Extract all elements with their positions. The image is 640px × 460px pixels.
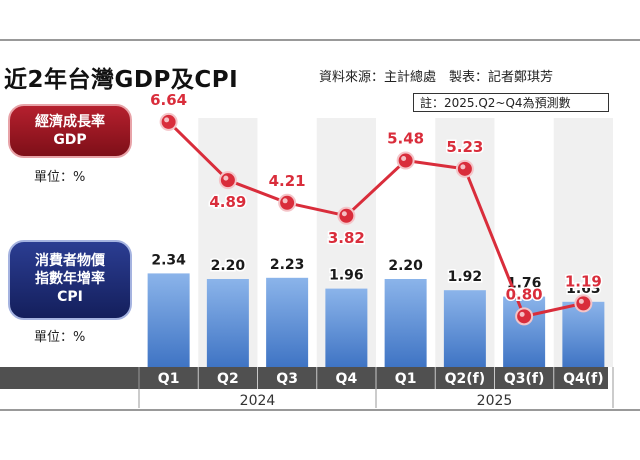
gdp-point-3 <box>337 206 356 225</box>
gdp-point-4 <box>396 151 415 170</box>
cpi-series-badge: 消費者物價 指數年增率 CPI <box>8 240 132 320</box>
gdp-label-5: 5.23 <box>446 138 483 156</box>
gdp-label-4: 5.48 <box>387 130 424 148</box>
gdp-point-shine-7 <box>578 298 584 304</box>
gdp-point-5 <box>455 159 474 178</box>
source-credit: 資料來源：主計總處 製表：記者鄭琪芳 <box>319 70 554 85</box>
cpi-label-2: 2.23 <box>270 257 305 273</box>
cpi-bar-7 <box>562 301 605 367</box>
gdp-point-shine-5 <box>460 164 466 170</box>
gdp-point-shine-0 <box>164 117 170 123</box>
cpi-bar-2 <box>266 277 309 367</box>
category-label-5: Q2(f) <box>445 371 486 387</box>
gdp-label-6: 0.80 <box>506 285 543 303</box>
gdp-label-3: 3.82 <box>328 229 365 247</box>
cpi-unit: 單位：% <box>34 330 86 345</box>
cpi-label-1: 2.20 <box>211 258 246 274</box>
cpi-label-0: 2.34 <box>151 252 186 268</box>
category-label-1: Q2 <box>217 371 239 387</box>
gdp-point-0 <box>159 112 178 131</box>
gdp-point-1 <box>218 171 237 190</box>
gdp-point-7 <box>574 294 593 313</box>
gdp-label-7: 1.19 <box>565 272 602 290</box>
chart-title: 近2年台灣GDP及CPI <box>4 67 239 93</box>
cpi-label-7: 1.63 <box>566 281 601 297</box>
category-label-6: Q3(f) <box>504 371 545 387</box>
category-axis-band <box>0 367 608 389</box>
gdp-point-shine-2 <box>282 198 288 204</box>
cpi-label-5: 1.92 <box>448 269 483 285</box>
gdp-series-badge: 經濟成長率 GDP <box>8 104 132 158</box>
cpi-bar-5 <box>443 290 486 367</box>
gdp-label-0: 6.64 <box>150 91 187 109</box>
category-label-4: Q1 <box>395 371 417 387</box>
cpi-label-4: 2.20 <box>388 258 423 274</box>
gdp-point-6 <box>515 307 534 326</box>
gdp-badge-line2: GDP <box>53 132 87 148</box>
year-label-0: 2024 <box>240 393 276 409</box>
gdp-point-shine-6 <box>519 311 525 317</box>
cpi-label-6: 1.76 <box>507 276 542 292</box>
gdp-unit: 單位：% <box>34 170 86 185</box>
gdp-badge-line1: 經濟成長率 <box>35 114 105 130</box>
cpi-bar-3 <box>325 288 368 367</box>
cpi-badge-line3: CPI <box>57 289 83 305</box>
category-label-2: Q3 <box>276 371 298 387</box>
gdp-point-2 <box>278 193 297 212</box>
year-label-1: 2025 <box>477 393 513 409</box>
cpi-bar-4 <box>384 279 427 367</box>
category-label-0: Q1 <box>158 371 180 387</box>
gdp-line <box>167 120 584 318</box>
gdp-label-1: 4.89 <box>209 193 246 211</box>
gdp-point-shine-1 <box>223 175 229 181</box>
cpi-badge-line2: 指數年增率 <box>35 271 105 287</box>
forecast-note: 註：2025.Q2~Q4為預測數 <box>413 93 609 112</box>
cpi-bar-6 <box>503 296 546 367</box>
cpi-bar-0 <box>147 273 190 367</box>
gdp-point-shine-4 <box>401 156 407 162</box>
gdp-point-shine-3 <box>341 211 347 217</box>
cpi-bar-1 <box>206 279 249 367</box>
cpi-badge-line1: 消費者物價 <box>35 253 105 269</box>
gdp-label-2: 4.21 <box>269 172 306 190</box>
cpi-label-3: 1.96 <box>329 268 364 284</box>
category-label-3: Q4 <box>336 371 358 387</box>
category-label-7: Q4(f) <box>563 371 604 387</box>
